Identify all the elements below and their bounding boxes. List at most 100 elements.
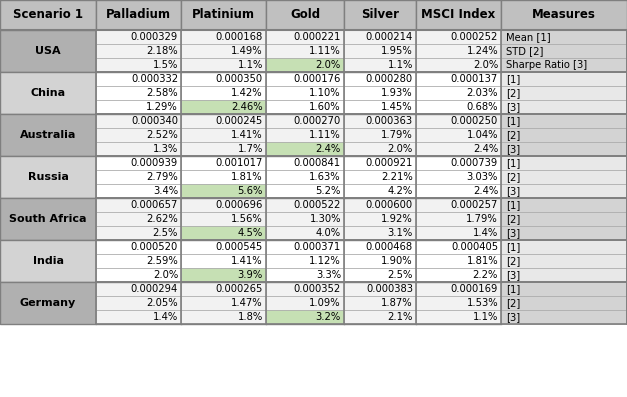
Bar <box>344 100 416 114</box>
Text: 2.0%: 2.0% <box>473 60 498 70</box>
Text: 0.000137: 0.000137 <box>451 74 498 84</box>
Bar <box>344 142 416 156</box>
Bar <box>344 114 416 128</box>
Bar <box>96 226 181 240</box>
Bar <box>96 128 181 142</box>
Bar <box>181 100 266 114</box>
Text: 0.000169: 0.000169 <box>451 284 498 294</box>
Text: 2.4%: 2.4% <box>316 144 341 154</box>
Text: 0.000168: 0.000168 <box>216 32 263 42</box>
Text: [3]: [3] <box>506 270 520 280</box>
Text: [1]: [1] <box>506 158 520 168</box>
Bar <box>266 0 344 30</box>
Bar <box>416 268 501 282</box>
Text: 1.04%: 1.04% <box>466 130 498 140</box>
Text: China: China <box>31 88 66 98</box>
Bar <box>181 254 266 268</box>
Bar <box>501 226 627 240</box>
Bar <box>181 170 266 184</box>
Bar <box>344 212 416 226</box>
Text: 1.11%: 1.11% <box>309 46 341 56</box>
Bar <box>501 142 627 156</box>
Bar <box>266 30 344 44</box>
Text: 1.10%: 1.10% <box>309 88 341 98</box>
Text: 0.000250: 0.000250 <box>451 116 498 126</box>
Bar <box>266 170 344 184</box>
Bar <box>416 254 501 268</box>
Bar <box>181 72 266 86</box>
Bar <box>96 268 181 282</box>
Text: 1.42%: 1.42% <box>231 88 263 98</box>
Text: 1.1%: 1.1% <box>387 60 413 70</box>
Bar <box>416 44 501 58</box>
Bar <box>501 86 627 100</box>
Bar <box>96 0 181 30</box>
Bar <box>96 212 181 226</box>
Text: 4.0%: 4.0% <box>316 228 341 238</box>
Text: Scenario 1: Scenario 1 <box>13 8 83 21</box>
Bar <box>501 72 627 86</box>
Bar <box>266 86 344 100</box>
Text: Silver: Silver <box>361 8 399 21</box>
Bar <box>501 198 627 212</box>
Bar <box>416 296 501 310</box>
Bar <box>501 44 627 58</box>
Text: 1.63%: 1.63% <box>309 172 341 182</box>
Text: 1.53%: 1.53% <box>466 298 498 308</box>
Text: 0.000739: 0.000739 <box>451 158 498 168</box>
Bar <box>96 240 181 254</box>
Bar <box>181 198 266 212</box>
Text: 1.79%: 1.79% <box>466 214 498 224</box>
Text: 0.000340: 0.000340 <box>131 116 178 126</box>
Bar <box>416 58 501 72</box>
Text: 0.000252: 0.000252 <box>451 32 498 42</box>
Bar <box>181 30 266 44</box>
Text: USA: USA <box>35 46 61 56</box>
Text: [2]: [2] <box>506 130 520 140</box>
Text: 0.000214: 0.000214 <box>366 32 413 42</box>
Bar <box>96 296 181 310</box>
Text: 2.5%: 2.5% <box>152 228 178 238</box>
Bar <box>0 30 96 72</box>
Bar <box>344 0 416 30</box>
Bar <box>416 240 501 254</box>
Text: STD [2]: STD [2] <box>506 46 544 56</box>
Text: [1]: [1] <box>506 116 520 126</box>
Bar <box>416 114 501 128</box>
Bar <box>96 254 181 268</box>
Bar <box>266 254 344 268</box>
Bar <box>501 184 627 198</box>
Bar <box>96 156 181 170</box>
Bar <box>344 44 416 58</box>
Bar <box>266 156 344 170</box>
Bar <box>96 310 181 324</box>
Text: 0.001017: 0.001017 <box>216 158 263 168</box>
Bar <box>344 30 416 44</box>
Text: 2.03%: 2.03% <box>466 88 498 98</box>
Text: 2.79%: 2.79% <box>146 172 178 182</box>
Text: 0.000405: 0.000405 <box>451 242 498 252</box>
Text: Palladium: Palladium <box>106 8 171 21</box>
Bar <box>344 156 416 170</box>
Text: 2.4%: 2.4% <box>473 186 498 196</box>
Bar <box>416 198 501 212</box>
Text: 0.000257: 0.000257 <box>451 200 498 210</box>
Bar <box>501 0 627 30</box>
Text: 2.5%: 2.5% <box>387 270 413 280</box>
Bar <box>96 170 181 184</box>
Text: 0.000520: 0.000520 <box>131 242 178 252</box>
Bar <box>501 30 627 44</box>
Bar <box>96 30 181 44</box>
Bar <box>181 240 266 254</box>
Text: 1.5%: 1.5% <box>152 60 178 70</box>
Text: [2]: [2] <box>506 88 520 98</box>
Text: India: India <box>33 256 63 266</box>
Text: 1.95%: 1.95% <box>381 46 413 56</box>
Bar <box>181 226 266 240</box>
Text: 1.92%: 1.92% <box>381 214 413 224</box>
Bar <box>416 212 501 226</box>
Bar <box>501 114 627 128</box>
Bar <box>416 0 501 30</box>
Bar <box>266 72 344 86</box>
Bar <box>0 72 96 114</box>
